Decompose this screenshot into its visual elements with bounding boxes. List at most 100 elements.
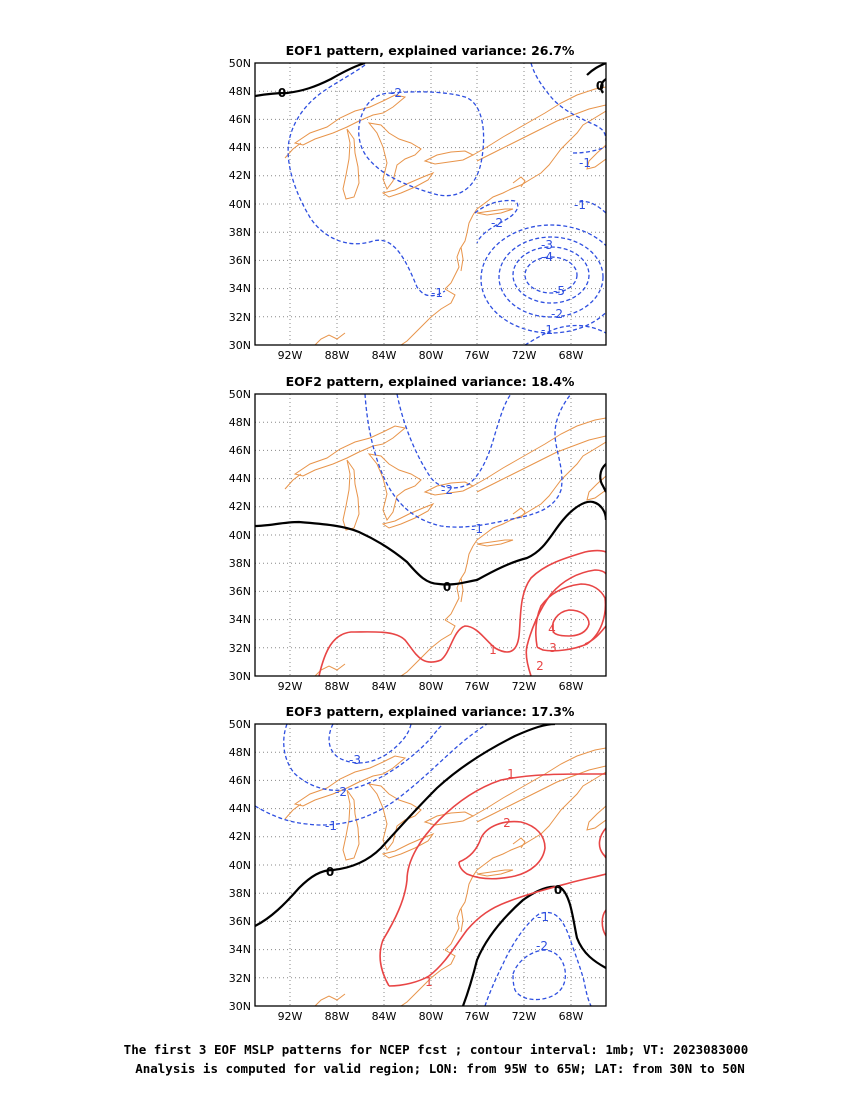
contour-label: -4 [541,250,553,264]
contour-label: 0 [554,883,562,897]
contour-pos [551,609,590,637]
axis-labels: 50N 48N 46N 44N 42N 40N 38N 36N 34N 32N … [229,388,584,693]
axis-labels: 50N 48N 46N 44N 42N 40N 38N 36N 34N 32N … [229,718,584,1023]
contour-label: 2 [536,659,544,673]
contour-neg [255,724,488,826]
lon-tick-76w: 76W [465,680,490,693]
panel-title: EOF1 pattern, explained variance: 26.7% [286,43,575,58]
contour-neg [524,324,606,345]
contour-zero [599,78,606,94]
lon-tick-80w: 80W [419,680,444,693]
lat-tick-48n: 48N [229,746,251,759]
lat-tick-46n: 46N [229,774,251,787]
lon-tick-84w: 84W [372,680,397,693]
contour-zero [586,63,606,76]
contour-label: -2 [335,785,347,799]
lat-tick-48n: 48N [229,85,251,98]
lat-tick-32n: 32N [229,311,251,324]
contour-label: -5 [553,284,565,298]
lon-tick-72w: 72W [512,349,537,362]
footer-line-2: Analysis is computed for valid region; L… [135,1061,745,1076]
panel-eof1: EOF1 pattern, explained variance: 26.7% [229,43,607,362]
lat-tick-38n: 38N [229,226,251,239]
lon-tick-72w: 72W [512,1010,537,1023]
lat-tick-30n: 30N [229,670,251,683]
lon-tick-88w: 88W [325,349,350,362]
lon-tick-76w: 76W [465,1010,490,1023]
contour-pos [388,873,606,987]
lat-tick-42n: 42N [229,169,251,182]
contour-label: -1 [431,286,443,300]
contour-label: -1 [537,910,549,924]
contour-zero [255,63,366,98]
map-frame [254,62,607,346]
lat-tick-44n: 44N [229,802,251,815]
lat-tick-44n: 44N [229,141,251,154]
contour-neg [530,63,606,142]
contour-label: -1 [574,198,586,212]
contour-neg [328,724,412,764]
contour-label: 1 [425,975,433,989]
lat-tick-30n: 30N [229,339,251,352]
contour-label: -1 [471,522,483,536]
contour-zero [461,885,606,1006]
panel-eof2: EOF2 pattern, explained variance: 18.4% … [229,374,607,693]
contour-label: 0 [596,79,604,93]
lat-tick-46n: 46N [229,444,251,457]
lat-tick-50n: 50N [229,57,251,70]
contour-label: 4 [548,622,556,636]
footer-line-1: The first 3 EOF MSLP patterns for NCEP f… [124,1042,749,1057]
lat-tick-32n: 32N [229,642,251,655]
lon-tick-80w: 80W [419,349,444,362]
lat-tick-40n: 40N [229,529,251,542]
lat-tick-50n: 50N [229,718,251,731]
lat-tick-36n: 36N [229,585,251,598]
axis-labels: 50N 48N 46N 44N 42N 40N 38N 36N 34N 32N … [229,57,584,362]
contour-label: 0 [326,865,334,879]
lon-tick-80w: 80W [419,1010,444,1023]
lon-tick-68w: 68W [559,680,584,693]
contour-label: 0 [443,580,451,594]
lat-tick-34n: 34N [229,613,251,626]
contour-neg [572,146,606,154]
contour-label: 0 [278,86,286,100]
contour-label: -1 [579,156,591,170]
lat-tick-40n: 40N [229,198,251,211]
contour-zero [255,500,606,586]
map-frame [254,393,607,677]
lon-tick-68w: 68W [559,1010,584,1023]
lon-tick-84w: 84W [372,1010,397,1023]
contour-neg [512,949,567,1001]
lat-tick-38n: 38N [229,557,251,570]
lat-tick-44n: 44N [229,472,251,485]
contour-pos [525,569,606,676]
contour-pos [584,625,606,645]
panel-title: EOF3 pattern, explained variance: 17.3% [286,704,575,719]
contour-label: -2 [536,939,548,953]
contour-neg [512,246,590,304]
lon-tick-88w: 88W [325,1010,350,1023]
contour-pos [318,549,606,676]
contour-neg [498,236,604,318]
lat-tick-40n: 40N [229,859,251,872]
lon-tick-92w: 92W [278,349,303,362]
contour-label: -1 [541,323,553,337]
lat-tick-42n: 42N [229,830,251,843]
contour-neg [364,394,572,528]
contour-label: 3 [549,641,557,655]
contour-neg [474,199,519,244]
lon-tick-76w: 76W [465,349,490,362]
contour-pos [598,827,606,859]
contour-pos [535,583,606,652]
contour-neg [287,64,446,297]
lat-tick-34n: 34N [229,943,251,956]
contour-label: -2 [551,307,563,321]
contour-label: -1 [325,819,337,833]
lat-tick-34n: 34N [229,282,251,295]
lon-tick-72w: 72W [512,680,537,693]
contour-neg [283,724,444,791]
contour-neg [358,91,485,197]
contour-neg [576,200,606,214]
contour-pos [601,909,606,937]
